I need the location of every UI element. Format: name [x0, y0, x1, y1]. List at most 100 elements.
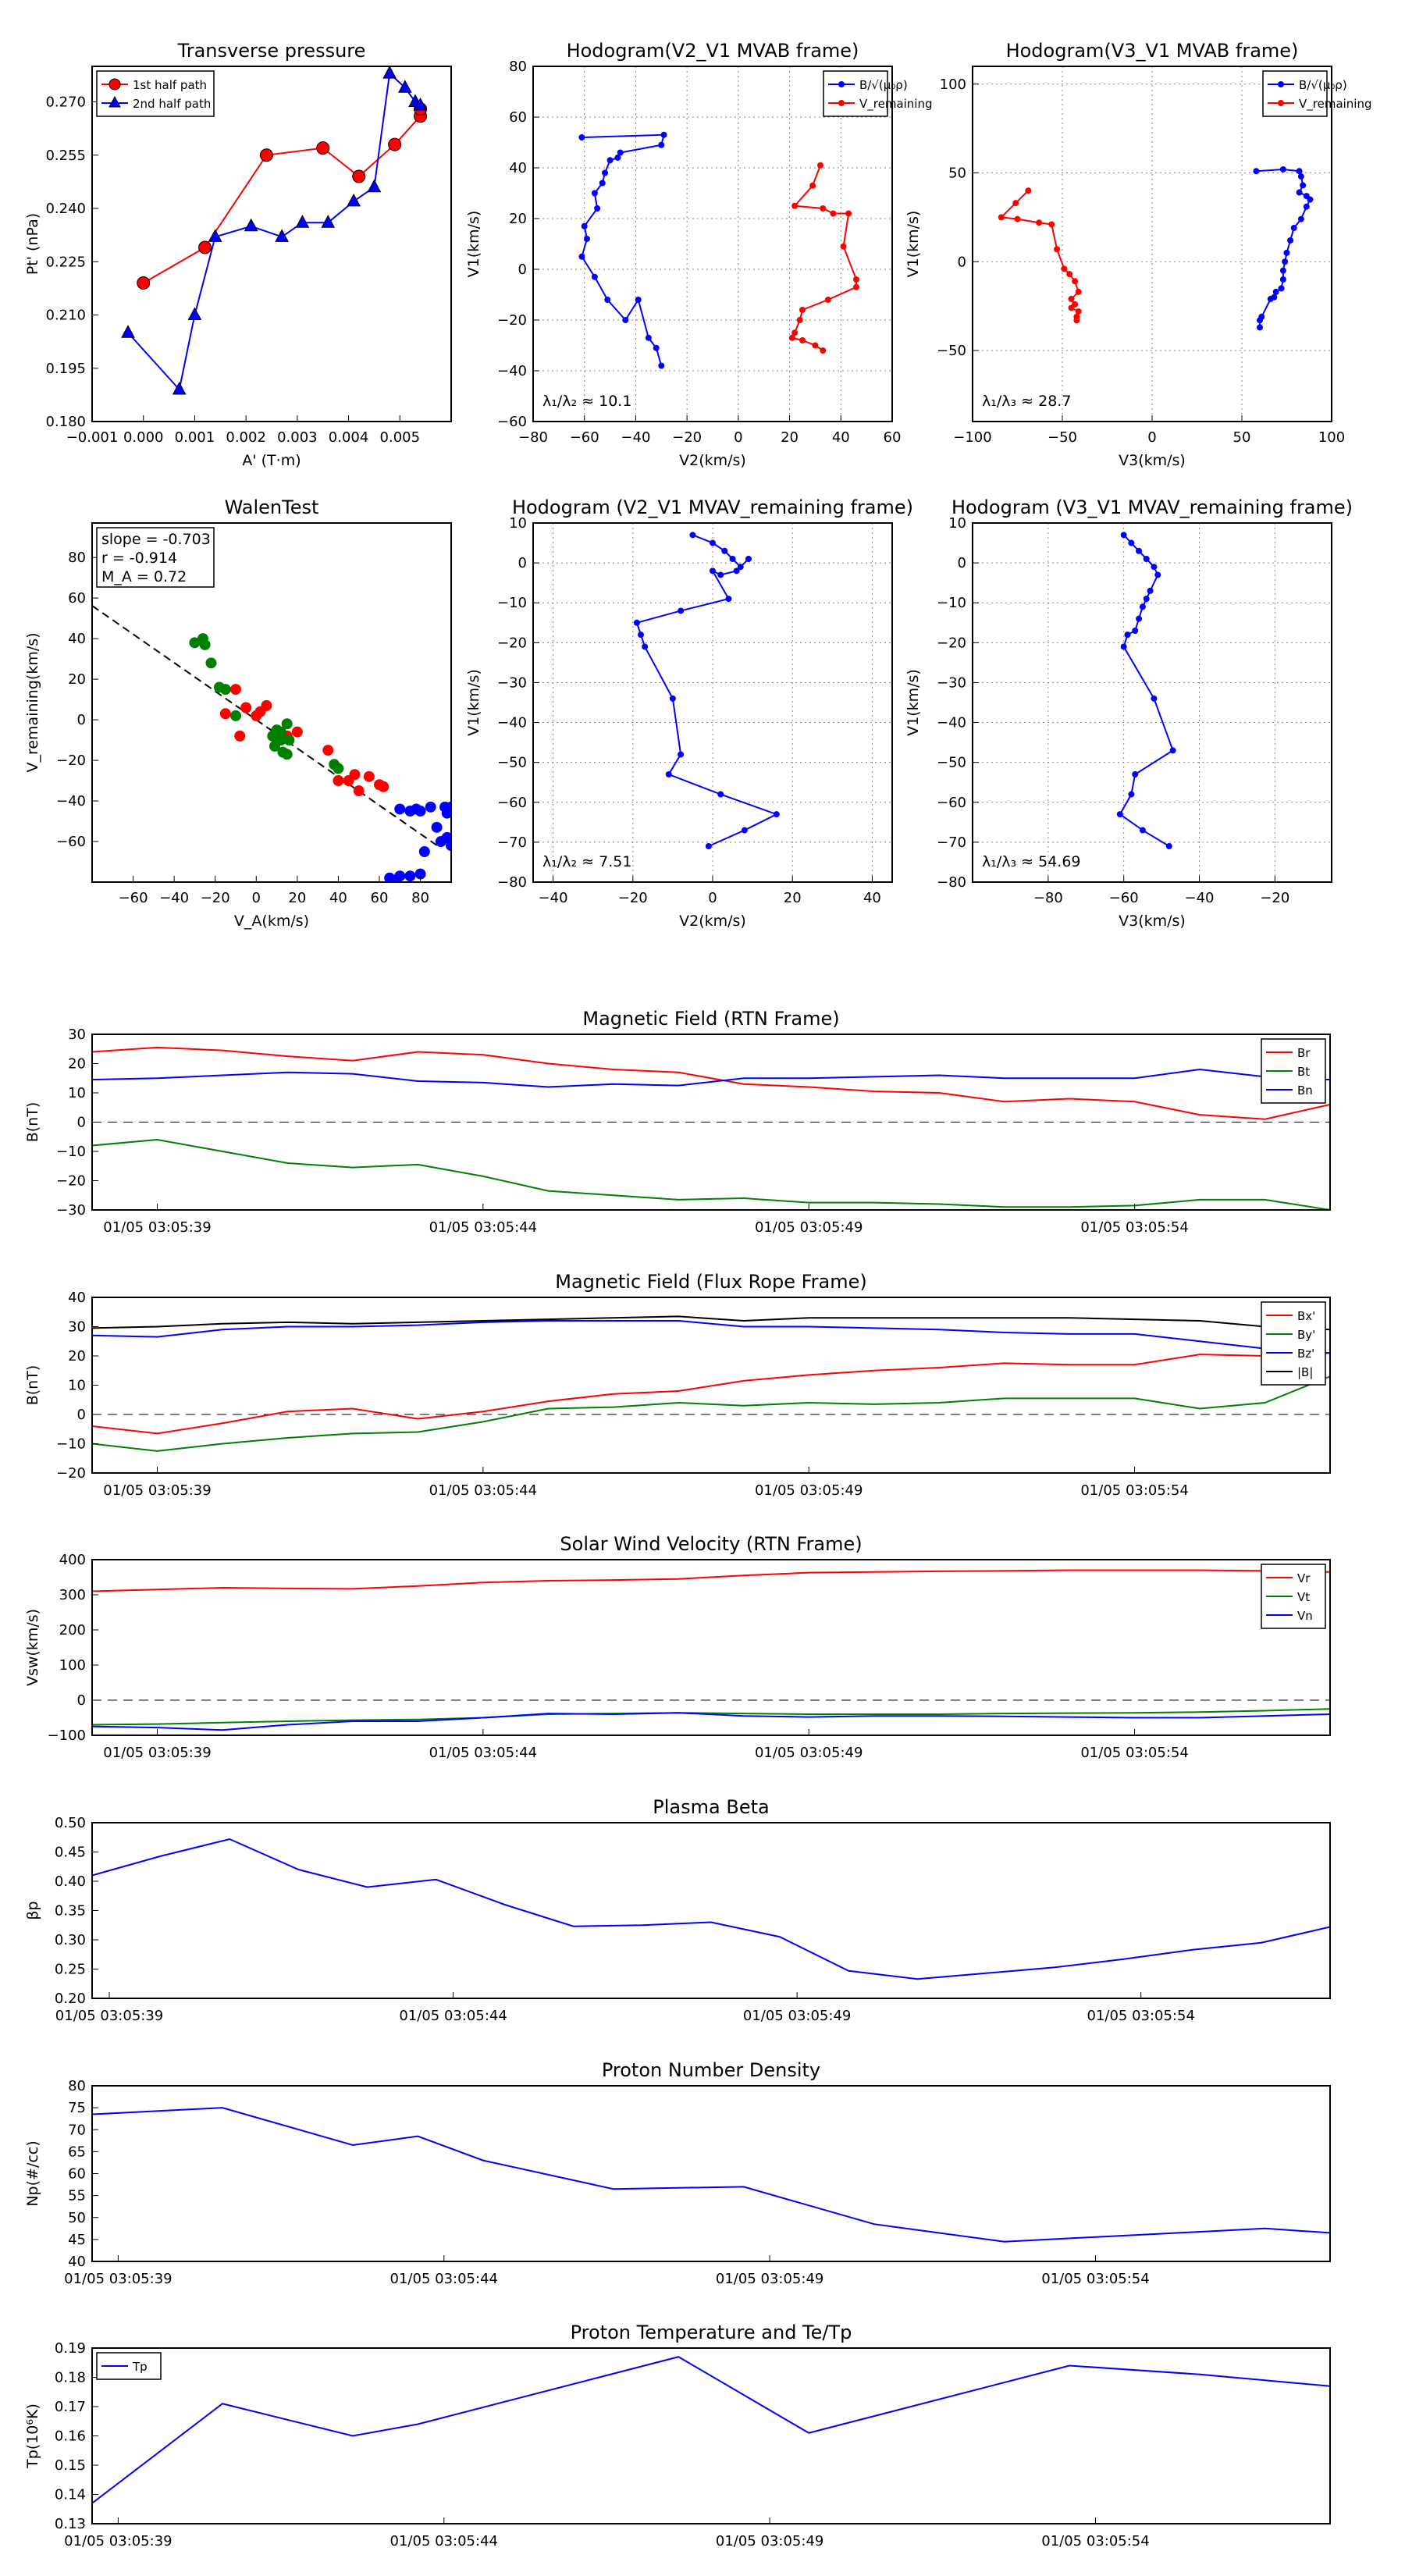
- data-point: [669, 695, 676, 702]
- y-tick-label: 40: [68, 2254, 86, 2270]
- plot-area: [92, 1569, 1330, 1731]
- plot-area: [92, 1046, 1330, 1210]
- y-tick-label: 20: [68, 671, 86, 688]
- legend-label: 2nd half path: [133, 97, 211, 111]
- y-tick-label: −30: [56, 1202, 86, 1219]
- plot-area: [633, 532, 780, 849]
- x-tick-label: 01/05 03:05:39: [103, 1482, 211, 1499]
- data-point: [404, 806, 416, 817]
- data-point: [584, 236, 590, 242]
- y-tick-label: −30: [497, 674, 527, 691]
- x-axis-label: V3(km/s): [1119, 452, 1186, 469]
- series-line-Vt: [92, 1708, 1330, 1726]
- data-point: [717, 791, 724, 798]
- y-tick-label: 40: [68, 1290, 86, 1306]
- chart-title: Magnetic Field (Flux Rope Frame): [555, 1271, 866, 1293]
- y-tick-label: 70: [68, 2122, 86, 2138]
- x-tick-label: 80: [411, 890, 429, 906]
- y-tick-label: −40: [937, 715, 966, 731]
- data-point: [645, 334, 652, 341]
- x-tick-label: −100: [953, 429, 991, 446]
- data-point: [788, 334, 795, 341]
- series-line-Bn: [92, 1068, 1330, 1088]
- x-tick-label: 01/05 03:05:39: [103, 1745, 211, 1761]
- y-tick-label: −10: [56, 1144, 86, 1160]
- data-point: [602, 169, 608, 176]
- data-point: [1297, 215, 1304, 222]
- data-point: [796, 317, 803, 323]
- axes-frame: [972, 66, 1332, 422]
- data-point: [1025, 187, 1032, 194]
- x-tick-label: 0.003: [277, 429, 318, 446]
- x-tick-label: 100: [1318, 429, 1345, 446]
- data-point: [275, 229, 289, 242]
- y-tick-label: −80: [497, 874, 527, 891]
- y-tick-label: 30: [68, 1026, 86, 1043]
- chart-transverse-pressure: Transverse pressure −0.001 0.000 0.001 0.002…: [24, 40, 452, 469]
- data-point: [378, 781, 389, 792]
- stats-line: r = -0.914: [101, 550, 177, 567]
- axes-frame: [91, 1559, 1331, 1736]
- data-point: [1151, 695, 1158, 702]
- data-point: [1075, 288, 1082, 295]
- data-point: [773, 811, 780, 818]
- data-point: [1128, 791, 1135, 798]
- x-tick-label: 01/05 03:05:44: [429, 1219, 537, 1236]
- data-point: [281, 718, 293, 730]
- data-point: [1143, 596, 1150, 603]
- legend-marker: [838, 81, 845, 87]
- data-point: [234, 730, 246, 742]
- x-tick-label: 20: [781, 429, 799, 446]
- y-tick-label: 0.50: [55, 1815, 86, 1831]
- data-point: [333, 775, 344, 787]
- y-tick-label: 10: [68, 1378, 86, 1394]
- y-tick-label: −20: [497, 635, 527, 651]
- legend-marker: [108, 78, 121, 91]
- plot-area: [121, 66, 428, 395]
- legend: 1st half path 2nd half path: [96, 70, 215, 117]
- y-axis-label: Pt' (nPa): [24, 213, 41, 275]
- y-tick-label: 0.14: [55, 2487, 86, 2503]
- y-tick-label: 200: [59, 1622, 86, 1638]
- data-point: [1073, 317, 1080, 324]
- plot-area: [998, 165, 1314, 331]
- data-point: [1036, 219, 1043, 226]
- data-point: [316, 141, 330, 155]
- data-point: [745, 556, 752, 562]
- data-point: [441, 831, 451, 843]
- data-point: [635, 297, 642, 303]
- data-point: [121, 325, 135, 338]
- y-axis-label: Tp(10⁶K): [24, 2403, 41, 2469]
- data-point: [725, 596, 732, 603]
- data-point: [1296, 189, 1303, 196]
- plot-area: [92, 1315, 1330, 1452]
- data-point: [240, 702, 252, 713]
- data-point: [1116, 811, 1123, 818]
- legend-label: Tp: [132, 2360, 148, 2374]
- data-point: [1136, 615, 1143, 622]
- data-point: [1257, 324, 1263, 331]
- y-tick-label: 400: [59, 1552, 86, 1568]
- plot-area: [1116, 532, 1176, 849]
- x-tick-label: −60: [119, 890, 148, 906]
- data-point: [599, 180, 606, 187]
- data-point: [189, 637, 201, 649]
- data-point: [809, 182, 816, 189]
- x-tick-label: −40: [539, 890, 568, 906]
- legend-label: B/√(μ₀ρ): [1299, 78, 1347, 92]
- data-point: [1124, 632, 1131, 639]
- y-tick-label: 55: [68, 2188, 86, 2204]
- chart-title: Hodogram (V2_V1 MVAV_remaining frame): [512, 496, 913, 518]
- x-tick-label: −40: [1185, 890, 1215, 906]
- data-point: [733, 568, 740, 575]
- legend: B/√(μ₀ρ) V_remaining: [1262, 70, 1372, 117]
- y-tick-label: −70: [497, 834, 527, 851]
- data-point: [1300, 182, 1307, 189]
- data-point: [1279, 276, 1286, 283]
- x-axis-label: A' (T·m): [242, 452, 301, 469]
- y-tick-label: 0: [77, 1692, 86, 1709]
- data-point: [398, 80, 412, 93]
- x-tick-label: 01/05 03:05:44: [390, 2271, 498, 2287]
- data-point: [604, 297, 611, 303]
- x-tick-label: 01/05 03:05:44: [429, 1745, 537, 1761]
